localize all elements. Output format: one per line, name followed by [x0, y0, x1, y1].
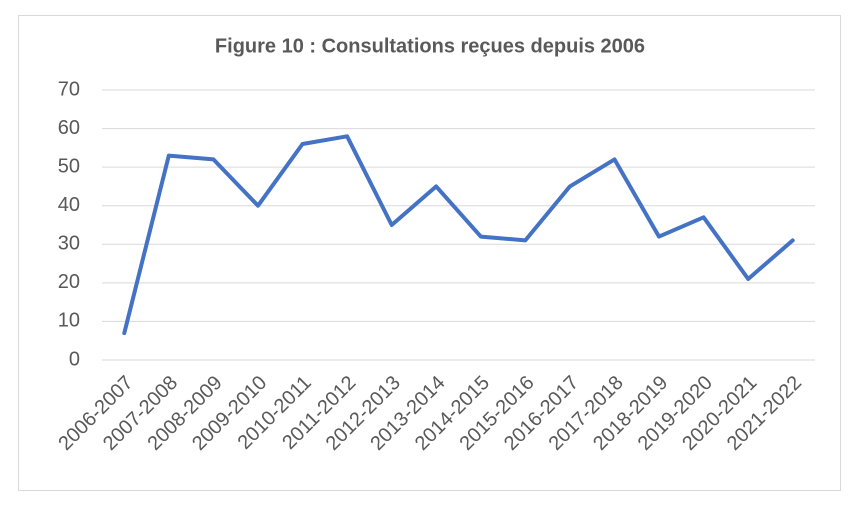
data-line: [122, 134, 795, 335]
y-tick-label: 40: [58, 194, 80, 216]
y-tick-label: 0: [69, 348, 80, 370]
y-tick-label: 30: [58, 233, 80, 255]
y-tick-label: 50: [58, 155, 80, 177]
y-tick-label: 20: [58, 271, 80, 293]
y-tick-label: 10: [58, 310, 80, 332]
y-tick-label: 60: [58, 117, 80, 139]
y-tick-label: 70: [58, 78, 80, 100]
chart-title: Figure 10 : Consultations reçues depuis …: [215, 35, 645, 57]
chart-border: [18, 15, 841, 491]
